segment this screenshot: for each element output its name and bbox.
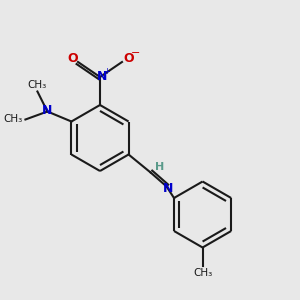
Text: −: − — [131, 48, 141, 58]
Text: N: N — [97, 70, 107, 83]
Text: CH₃: CH₃ — [193, 268, 212, 278]
Text: CH₃: CH₃ — [4, 115, 23, 124]
Text: H: H — [155, 163, 164, 172]
Text: +: + — [103, 68, 110, 76]
Text: O: O — [68, 52, 78, 64]
Text: O: O — [124, 52, 134, 64]
Text: N: N — [162, 182, 173, 195]
Text: CH₃: CH₃ — [28, 80, 47, 89]
Text: N: N — [42, 104, 52, 117]
